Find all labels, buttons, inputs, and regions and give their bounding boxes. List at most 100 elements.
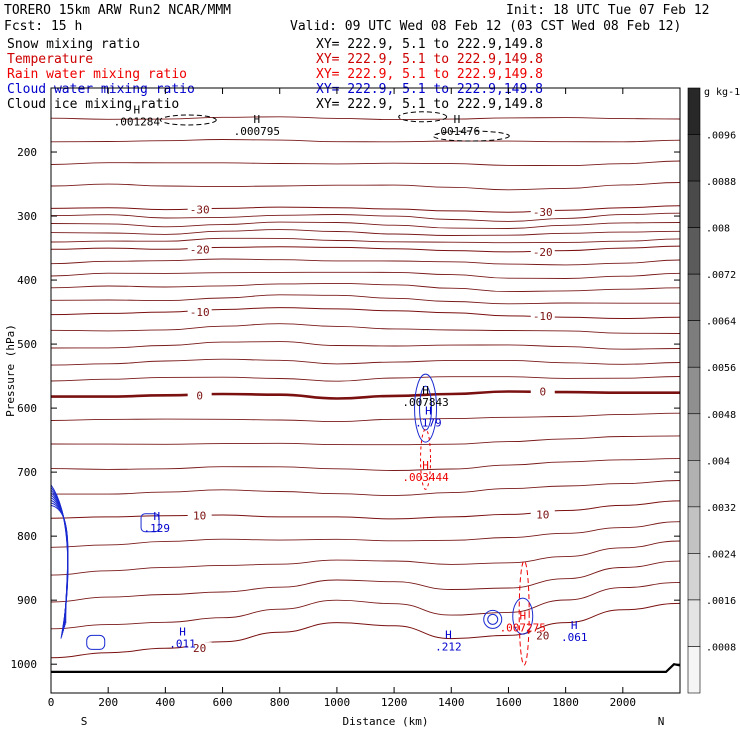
isotherm — [51, 521, 680, 548]
isotherm-label-bg — [187, 642, 212, 655]
max-marker: H — [571, 619, 578, 632]
max-value: .007843 — [402, 396, 448, 409]
max-value: .179 — [415, 417, 442, 430]
isotherm — [51, 294, 680, 305]
isotherm-label-bg — [530, 309, 555, 322]
isotherm — [51, 116, 680, 121]
cloud-water-contour — [483, 609, 503, 629]
field-xy: XY= 222.9, 5.1 to 222.9,149.8 — [316, 82, 543, 97]
x-tick-label: 1600 — [495, 696, 522, 709]
isotherm-label: 20 — [193, 642, 206, 655]
isotherm-label-bg — [187, 203, 212, 216]
isotherm — [51, 237, 680, 244]
x-axis-label: Distance (km) — [342, 715, 428, 728]
isotherm-10 — [51, 500, 680, 520]
isotherm — [51, 341, 680, 350]
max-marker: H — [519, 609, 526, 622]
colorbar-swatch — [687, 273, 701, 321]
isotherm — [51, 480, 680, 497]
rain-water-contour — [420, 428, 432, 490]
isotherm — [51, 139, 680, 143]
colorbar-swatch — [687, 460, 701, 508]
isotherm-label-bg — [187, 389, 212, 402]
isotherm — [51, 358, 680, 366]
isotherm — [51, 540, 680, 576]
max-value: .001476 — [434, 125, 480, 138]
colorbar-swatch — [687, 553, 701, 601]
isotherm — [51, 412, 680, 423]
terrain-line — [51, 662, 680, 673]
field-name: Snow mixing ratio — [7, 37, 140, 52]
colorbar-label: .0056 — [706, 363, 736, 374]
colorbar-swatch — [687, 134, 701, 182]
isotherm — [51, 376, 680, 382]
x-tick-label: 200 — [98, 696, 118, 709]
x-tick-label: 1000 — [324, 696, 351, 709]
max-value: .003444 — [402, 471, 449, 484]
isotherm-label: 20 — [536, 629, 549, 642]
isotherm — [51, 229, 680, 236]
x-tick-label: 1400 — [438, 696, 465, 709]
max-marker: H — [179, 625, 186, 638]
endpoint-south: S — [81, 715, 88, 728]
max-value: .011 — [169, 637, 196, 650]
isotherm--10 — [51, 307, 680, 320]
max-value: .007275 — [500, 621, 546, 634]
isotherm-0 — [51, 390, 680, 400]
isotherm-label-bg — [187, 243, 212, 256]
colorbar-label: .008 — [706, 224, 730, 235]
colorbar: .0096 .0088 .008 .0072 .0064 .0056 .0048 .004 .0… — [687, 87, 740, 694]
x-tick-label: 2000 — [610, 696, 637, 709]
y-tick-label: 900 — [17, 594, 37, 607]
field-name: Cloud water mixing ratio — [7, 82, 195, 97]
colorbar-swatch — [687, 646, 701, 694]
max-marker: H — [254, 113, 261, 126]
colorbar-swatch — [687, 227, 701, 275]
colorbar-label: .0016 — [706, 596, 736, 607]
field-name: Rain water mixing ratio — [7, 67, 187, 82]
max-marker: H — [133, 104, 140, 117]
rain-water-contour — [518, 560, 530, 666]
isotherm — [51, 458, 680, 471]
max-value: .001284 — [114, 116, 161, 129]
isotherm-label-bg — [530, 206, 555, 219]
isotherm — [51, 258, 680, 266]
colorbar-label: .0024 — [706, 549, 736, 560]
x-tick-label: 1800 — [552, 696, 579, 709]
colorbar-label: .0064 — [706, 317, 736, 328]
x-tick-label: 800 — [270, 696, 290, 709]
colorbar-swatch — [687, 506, 701, 554]
model-title: TORERO 15km ARW Run2 NCAR/MMM — [4, 3, 231, 18]
colorbar-swatch — [687, 599, 701, 647]
header: TORERO 15km ARW Run2 NCAR/MMM Init: 18 U… — [4, 3, 710, 34]
cloud-water-contour — [414, 373, 438, 443]
max-value: .061 — [561, 631, 588, 644]
max-marker: H — [422, 384, 429, 397]
y-tick-label: 1000 — [11, 658, 38, 671]
field-legend: Snow mixing ratio XY= 222.9, 5.1 to 222.9… — [7, 37, 543, 112]
field-xy: XY= 222.9, 5.1 to 222.9,149.8 — [316, 37, 543, 52]
isotherm-label-bg — [187, 306, 212, 319]
isotherm — [51, 182, 680, 191]
cloud-water-contour — [419, 385, 433, 431]
isotherm-label: 0 — [539, 385, 546, 398]
init-time: Init: 18 UTC Tue 07 Feb 12 — [506, 3, 710, 18]
colorbar-swatch — [687, 413, 701, 461]
isotherm-label: 10 — [193, 510, 206, 523]
x-tick-label: 600 — [213, 696, 233, 709]
isotherm-label: 0 — [196, 389, 203, 402]
isotherm-label-bg — [530, 385, 555, 398]
cloud-water-contour — [51, 504, 69, 624]
colorbar-swatch — [687, 320, 701, 368]
colorbar-unit: g kg-1 — [704, 87, 740, 98]
max-marker: H — [425, 405, 432, 418]
colorbar-label: .0096 — [706, 131, 736, 142]
isotherm-label: -30 — [190, 204, 210, 217]
isotherm — [51, 271, 680, 279]
max-value: .129 — [144, 522, 171, 535]
isotherm-label: -10 — [190, 306, 210, 319]
y-tick-label: 700 — [17, 466, 37, 479]
isotherm — [51, 282, 680, 293]
